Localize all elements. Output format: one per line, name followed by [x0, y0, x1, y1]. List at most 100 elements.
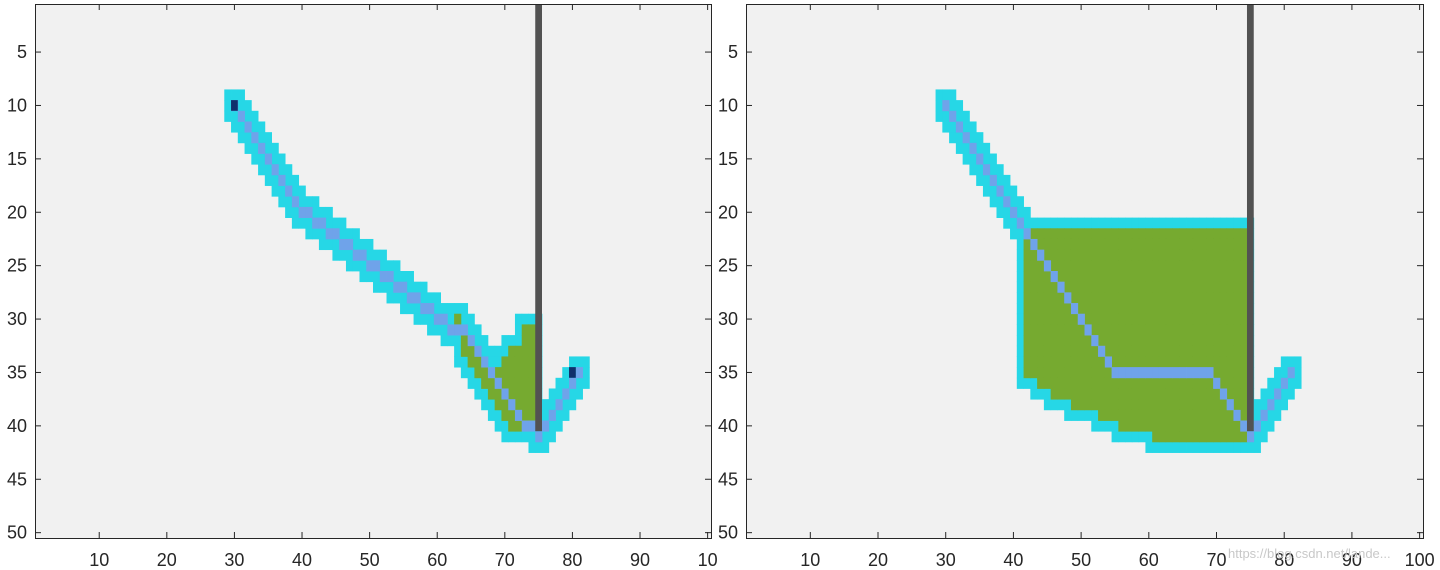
visited-cell: [1070, 238, 1079, 251]
visited-cell: [1111, 238, 1119, 251]
visited-cell: [1037, 238, 1045, 251]
inflated-cell: [1165, 217, 1173, 229]
visited-cell: [1152, 324, 1160, 336]
inflated-cell: [582, 356, 590, 368]
visited-cell: [1070, 281, 1079, 293]
y-tick-label: 10: [7, 95, 27, 115]
path-cell: [467, 335, 475, 347]
visited-cell: [1158, 345, 1167, 357]
inflated-cell: [1037, 217, 1045, 229]
path-cell: [325, 228, 333, 240]
visited-cell: [1233, 377, 1241, 389]
visited-cell: [1152, 292, 1160, 304]
visited-cell: [1098, 313, 1106, 325]
path-cell: [996, 185, 1004, 197]
visited-cell: [1226, 238, 1234, 251]
inflated-cell: [1274, 377, 1282, 389]
inflated-cell: [379, 249, 387, 261]
visited-cell: [1070, 249, 1079, 261]
inflated-cell: [1267, 420, 1275, 432]
visited-cell: [1206, 388, 1214, 400]
visited-cell: [1118, 238, 1126, 251]
visited-cell: [1043, 345, 1052, 357]
visited-cell: [1131, 313, 1140, 325]
visited-cell: [1152, 377, 1160, 389]
visited-cell: [1057, 249, 1065, 261]
cell-layer: [224, 89, 590, 453]
x-tick-label: 90: [1342, 550, 1362, 570]
inflated-cell: [231, 121, 239, 133]
visited-cell: [1219, 324, 1228, 336]
y-tick-label: 35: [718, 362, 738, 382]
visited-cell: [1138, 377, 1146, 389]
inflated-cell: [555, 409, 563, 421]
y-axis-ticks: 5 10 15 20 25 30 35 40 45 50: [7, 42, 711, 543]
path-cell: [1179, 367, 1187, 379]
visited-cell: [1199, 399, 1207, 411]
visited-cell: [1030, 271, 1038, 283]
visited-cell: [1206, 260, 1214, 272]
visited-cell: [1131, 377, 1140, 389]
path-cell: [1192, 367, 1200, 379]
visited-cell: [501, 367, 509, 379]
path-cell: [481, 356, 489, 368]
visited-cell: [1186, 399, 1194, 411]
path-cell: [989, 174, 997, 186]
path-cell: [575, 367, 583, 379]
inflated-cell: [460, 356, 469, 368]
inflated-cell: [318, 206, 327, 218]
inflated-cell: [1125, 431, 1133, 443]
visited-cell: [1172, 356, 1180, 368]
inflated-cell: [514, 313, 523, 325]
visited-cell: [1138, 388, 1146, 400]
visited-cell: [1192, 303, 1200, 315]
visited-cell: [1084, 249, 1092, 261]
y-tick-label: 45: [718, 469, 738, 489]
visited-cell: [514, 345, 523, 357]
visited-cell: [1125, 292, 1133, 304]
visited-cell: [1131, 420, 1140, 432]
inflated-cell: [1098, 420, 1106, 432]
visited-cell: [1152, 249, 1160, 261]
visited-cell: [1240, 399, 1248, 411]
visited-cell: [1145, 345, 1153, 357]
visited-cell: [1226, 377, 1234, 389]
visited-cell: [1240, 335, 1248, 347]
visited-cell: [1125, 420, 1133, 432]
visited-cell: [1118, 260, 1126, 272]
inflated-cell: [542, 399, 550, 411]
visited-cell: [1118, 313, 1126, 325]
watermark: https://blog.csdn.net/lande...: [1228, 546, 1391, 561]
obstacle-wall: [1246, 4, 1254, 432]
y-tick-label: 30: [718, 309, 738, 329]
inflated-cell: [569, 388, 577, 400]
visited-cell: [1240, 271, 1248, 283]
visited-cell: [1206, 324, 1214, 336]
inflated-cell: [237, 121, 245, 133]
inflated-cell: [949, 89, 957, 101]
visited-cell: [1240, 303, 1248, 315]
visited-cell: [1070, 367, 1079, 379]
inflated-cell: [1240, 217, 1248, 229]
visited-cell: [1084, 281, 1092, 293]
inflated-cell: [1226, 441, 1234, 453]
inflated-cell: [1016, 345, 1024, 357]
inflated-cell: [271, 142, 279, 154]
path-cell: [1043, 260, 1052, 272]
inflated-cell: [481, 335, 489, 347]
visited-cell: [1145, 409, 1153, 421]
inflated-cell: [291, 174, 300, 186]
inflated-cell: [962, 121, 970, 133]
inflated-cell: [962, 110, 970, 122]
visited-cell: [1165, 335, 1173, 347]
visited-cell: [1030, 303, 1038, 315]
inflated-cell: [1057, 399, 1065, 411]
path-cell: [244, 121, 252, 133]
visited-cell: [1219, 399, 1228, 411]
visited-cell: [1179, 228, 1187, 240]
inflated-cell: [942, 121, 950, 133]
inflated-cell: [406, 303, 414, 315]
visited-cell: [1077, 292, 1085, 304]
visited-cell: [1199, 420, 1207, 432]
